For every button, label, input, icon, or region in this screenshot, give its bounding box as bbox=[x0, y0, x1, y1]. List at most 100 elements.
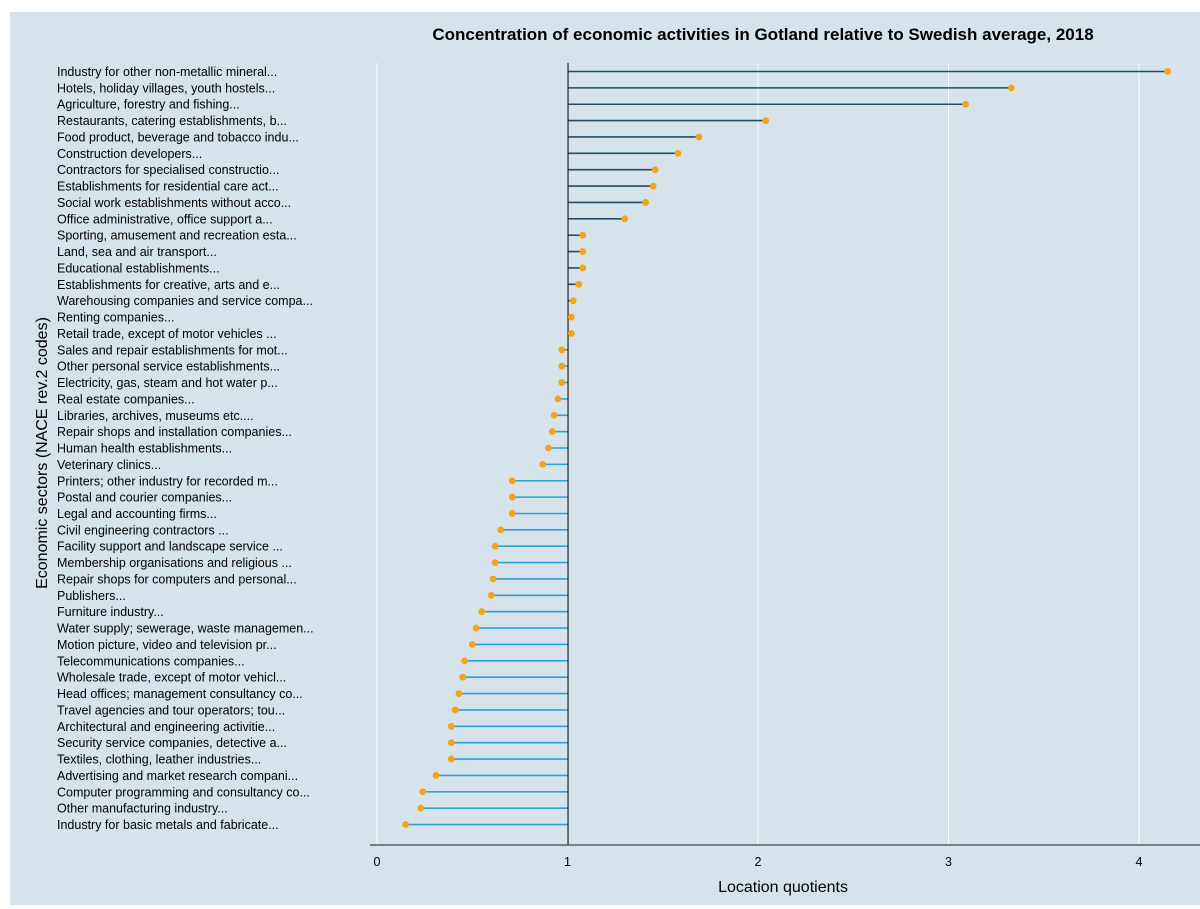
category-label: Sales and repair establishments for mot.… bbox=[57, 343, 288, 357]
data-point bbox=[558, 379, 566, 386]
category-label: Printers; other industry for recorded m.… bbox=[57, 474, 278, 488]
data-point bbox=[419, 788, 427, 796]
category-label: Repair shops for computers and personal.… bbox=[57, 572, 297, 586]
data-point bbox=[579, 264, 587, 272]
category-label: Telecommunications companies... bbox=[57, 654, 245, 668]
data-point bbox=[417, 804, 425, 812]
data-point bbox=[545, 444, 552, 452]
data-point bbox=[447, 722, 455, 730]
data-point bbox=[508, 510, 516, 517]
category-label: Warehousing companies and service compa.… bbox=[57, 294, 313, 308]
category-label: Other manufacturing industry... bbox=[57, 802, 228, 816]
data-point bbox=[491, 559, 499, 566]
stems bbox=[405, 70, 1168, 826]
data-point bbox=[508, 493, 516, 501]
x-tick-label: 3 bbox=[945, 855, 952, 869]
data-point bbox=[539, 460, 547, 468]
category-label: Publishers... bbox=[57, 589, 126, 603]
data-point bbox=[567, 313, 575, 321]
x-tick-labels: 0 1 2 3 4 bbox=[374, 855, 1143, 869]
category-label: Postal and courier companies... bbox=[57, 491, 232, 505]
category-label: Computer programming and consultancy co.… bbox=[57, 785, 310, 799]
category-label: Human health establishments... bbox=[57, 442, 232, 456]
data-point bbox=[649, 182, 657, 190]
chart-title: Concentration of economic activities in … bbox=[432, 25, 1093, 44]
category-label: Industry for other non-metallic mineral.… bbox=[57, 65, 277, 79]
x-tick-label: 2 bbox=[755, 855, 762, 869]
gridlines bbox=[376, 63, 1140, 845]
category-label: Repair shops and installation companies.… bbox=[57, 425, 292, 439]
data-point bbox=[567, 330, 575, 337]
data-point bbox=[489, 575, 497, 583]
category-label: Head offices; management consultancy co.… bbox=[57, 687, 303, 701]
data-point bbox=[674, 149, 682, 157]
category-label: Land, sea and air transport... bbox=[57, 245, 217, 259]
category-label: Contractors for specialised constructio.… bbox=[57, 163, 279, 177]
category-label: Real estate companies... bbox=[57, 392, 195, 406]
data-point bbox=[487, 591, 495, 599]
data-point bbox=[491, 542, 499, 550]
category-label: Libraries, archives, museums etc.... bbox=[57, 409, 254, 423]
data-point bbox=[432, 772, 440, 779]
data-point bbox=[548, 428, 556, 436]
category-label: Establishments for residential care act.… bbox=[57, 180, 279, 194]
data-point bbox=[579, 231, 587, 239]
category-label: Establishments for creative, arts and e.… bbox=[57, 278, 280, 292]
points bbox=[402, 68, 1171, 828]
category-label: Architectural and engineering activitie.… bbox=[57, 720, 275, 734]
x-tick-label: 1 bbox=[564, 855, 571, 869]
category-label: Food product, beverage and tobacco indu.… bbox=[57, 130, 299, 144]
y-axis-title: Economic sectors (NACE rev.2 codes) bbox=[34, 317, 51, 589]
category-label: Industry for basic metals and fabricate.… bbox=[57, 818, 279, 832]
category-label: Office administrative, office support a.… bbox=[57, 212, 273, 226]
data-point bbox=[579, 248, 587, 255]
data-point bbox=[695, 133, 703, 141]
data-point bbox=[459, 673, 467, 681]
x-tick-label: 0 bbox=[374, 855, 381, 869]
category-label: Wholesale trade, except of motor vehicl.… bbox=[57, 671, 286, 685]
category-label: Retail trade, except of motor vehicles .… bbox=[57, 327, 277, 341]
category-label: Civil engineering contractors ... bbox=[57, 523, 229, 537]
data-point bbox=[468, 641, 476, 648]
data-point bbox=[762, 117, 770, 125]
data-point bbox=[621, 215, 629, 223]
category-label: Other personal service establishments... bbox=[57, 360, 280, 374]
category-label: Construction developers... bbox=[57, 147, 202, 161]
x-tick-label: 4 bbox=[1136, 855, 1143, 869]
data-point bbox=[455, 690, 463, 697]
data-point bbox=[478, 608, 486, 616]
category-label: Motion picture, video and television pr.… bbox=[57, 638, 277, 652]
chart-background bbox=[10, 12, 1200, 905]
data-point bbox=[575, 280, 583, 288]
category-label: Agriculture, forestry and fishing... bbox=[57, 98, 240, 112]
category-label: Social work establishments without acco.… bbox=[57, 196, 291, 210]
category-label: Hotels, holiday villages, youth hostels.… bbox=[57, 81, 275, 95]
data-point bbox=[508, 477, 516, 485]
category-label: Security service companies, detective a.… bbox=[57, 736, 287, 750]
data-point bbox=[497, 526, 505, 534]
category-label: Educational establishments... bbox=[57, 261, 220, 275]
category-label: Textiles, clothing, leather industries..… bbox=[57, 753, 261, 767]
category-label: Advertising and market research compani.… bbox=[57, 769, 298, 783]
data-point bbox=[1007, 84, 1015, 92]
x-axis-title: Location quotients bbox=[718, 879, 848, 896]
category-label: Legal and accounting firms... bbox=[57, 507, 217, 521]
category-label: Water supply; sewerage, waste managemen.… bbox=[57, 622, 314, 636]
data-point bbox=[447, 755, 455, 763]
data-point bbox=[472, 624, 480, 632]
category-label: Travel agencies and tour operators; tou.… bbox=[57, 703, 285, 717]
category-label: Membership organisations and religious .… bbox=[57, 556, 292, 570]
data-point bbox=[461, 657, 469, 665]
data-point bbox=[447, 739, 455, 747]
data-point bbox=[451, 706, 459, 714]
data-point bbox=[569, 297, 577, 305]
category-label: Restaurants, catering establishments, b.… bbox=[57, 114, 287, 128]
category-labels: Industry for other non-metallic mineral.… bbox=[57, 65, 314, 832]
category-label: Sporting, amusement and recreation esta.… bbox=[57, 229, 297, 243]
category-label: Renting companies... bbox=[57, 311, 174, 325]
category-label: Electricity, gas, steam and hot water p.… bbox=[57, 376, 278, 390]
data-point bbox=[558, 362, 566, 370]
category-label: Facility support and landscape service .… bbox=[57, 540, 283, 554]
data-point bbox=[554, 395, 562, 403]
